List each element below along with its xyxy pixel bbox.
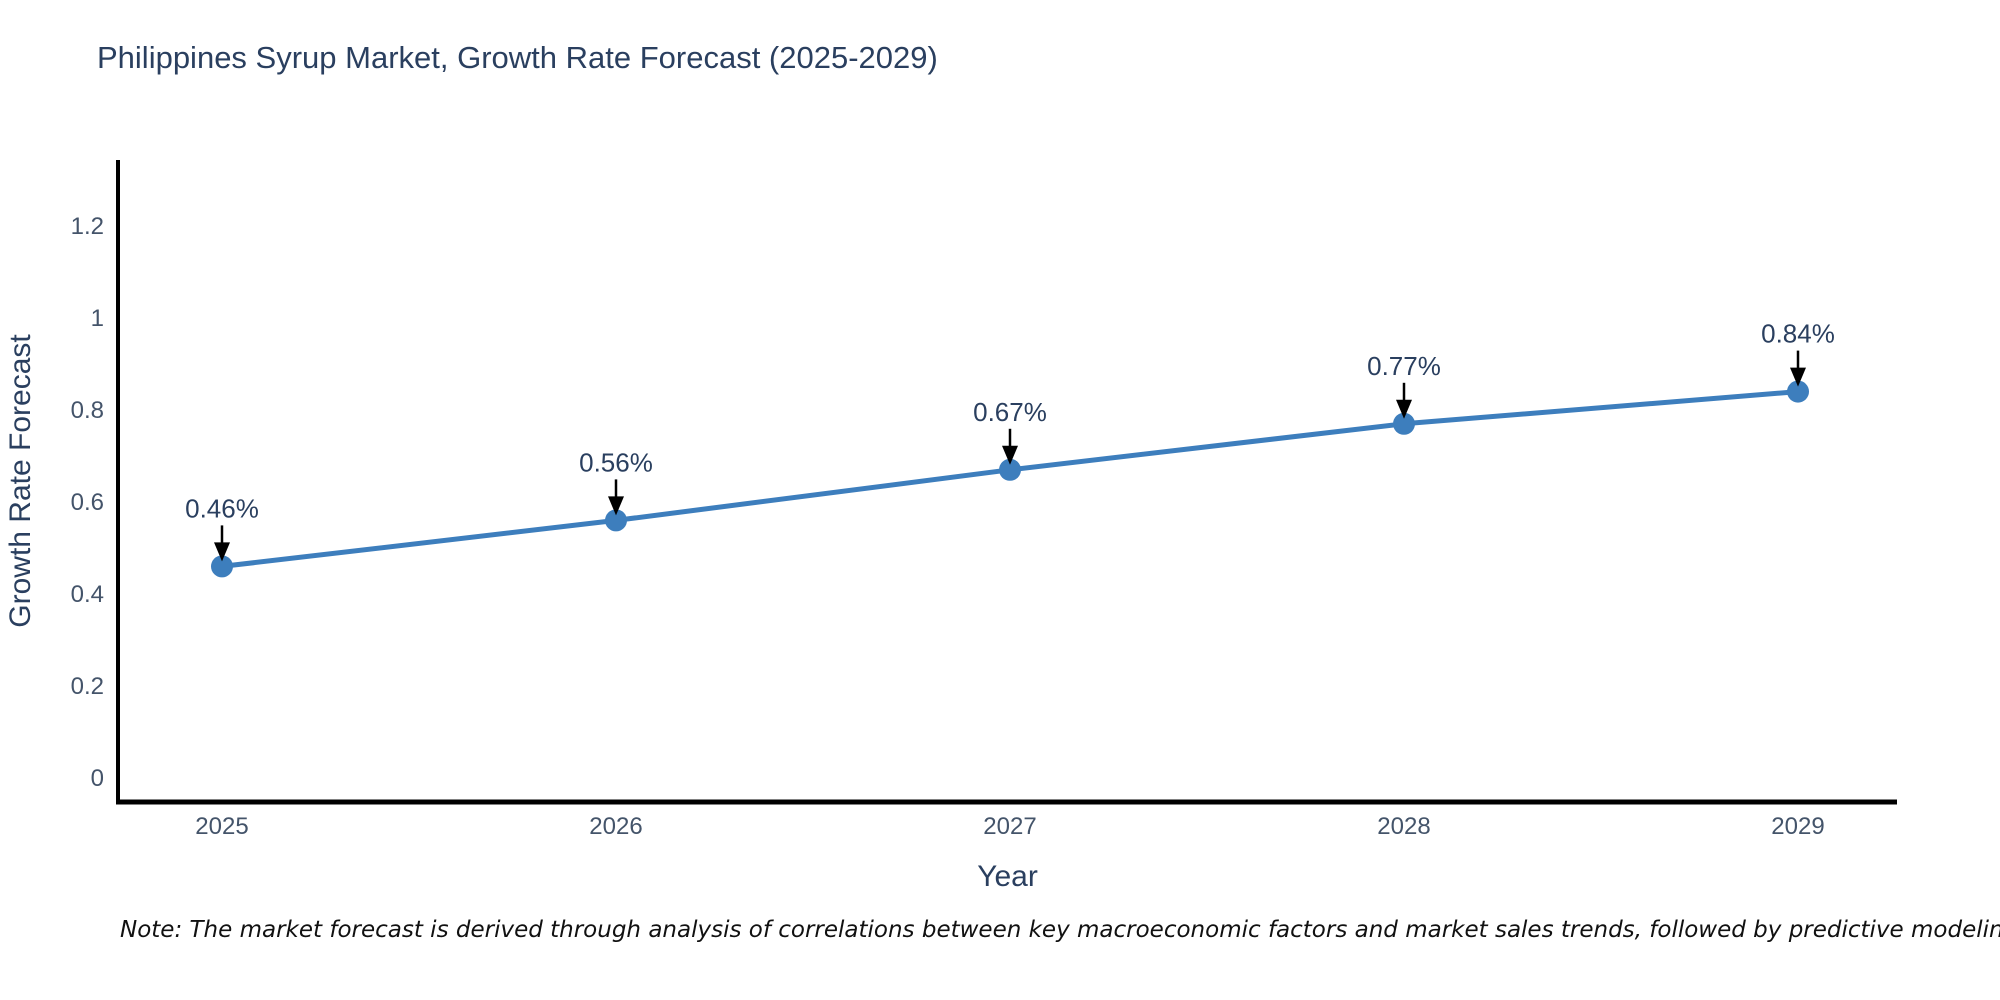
x-tick-label: 2026 [589,813,642,840]
y-axis-title: Growth Rate Forecast [4,334,37,628]
data-point-marker [999,458,1021,481]
point-value-label: 0.84% [1761,319,1835,349]
data-point-marker [211,555,233,578]
y-tick-label: 1 [91,305,104,332]
annotation-arrow-head [608,496,624,516]
annotation-arrow-head [1396,399,1412,419]
y-tick-label: 0.6 [71,489,104,516]
data-point-marker [1393,412,1415,435]
point-value-label: 0.46% [185,493,259,523]
annotation-arrow-head [1790,367,1806,387]
data-point-marker [605,509,627,532]
y-tick-label: 0.4 [71,581,104,608]
point-value-label: 0.67% [973,397,1047,427]
y-tick-label: 1.2 [71,213,104,240]
x-axis-title: Year [977,860,1038,893]
chart-title: Philippines Syrup Market, Growth Rate Fo… [97,40,938,75]
annotation-arrow-head [214,542,230,562]
x-tick-label: 2028 [1377,813,1430,840]
y-tick-label: 0.8 [71,397,104,424]
x-tick-label: 2027 [983,813,1036,840]
data-point-marker [1787,380,1809,403]
x-tick-label: 2029 [1771,813,1824,840]
point-value-label: 0.77% [1367,351,1441,381]
footnote: Note: The market forecast is derived thr… [120,917,2000,943]
x-tick-label: 2025 [195,813,248,840]
annotation-arrow-head [1002,445,1018,465]
y-tick-label: 0.2 [71,673,104,700]
y-tick-label: 0 [91,765,104,792]
point-value-label: 0.56% [579,447,653,477]
